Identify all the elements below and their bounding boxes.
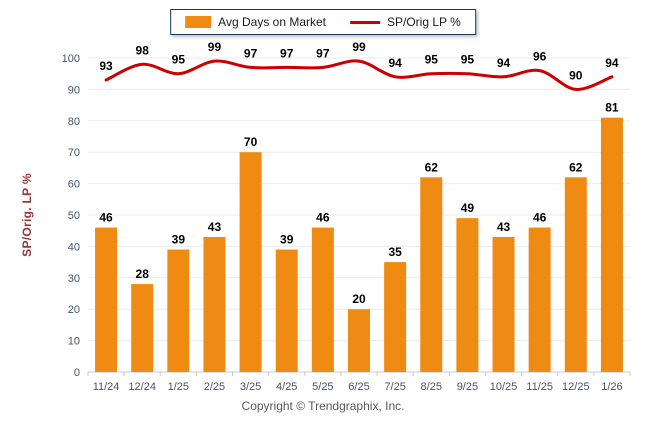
trend-line (104, 59, 614, 91)
line-value-label: 93 (99, 59, 113, 73)
bar-value-label: 62 (425, 160, 439, 174)
bar-value-label: 43 (208, 220, 222, 234)
bar-value-label: 35 (388, 245, 402, 259)
bar-value-label: 46 (533, 211, 547, 225)
x-axis-label: 7/25 (384, 381, 405, 393)
x-axis-label: 1/25 (168, 381, 189, 393)
line-value-label: 98 (136, 43, 150, 57)
bar (456, 218, 479, 372)
bar (600, 117, 623, 372)
y-tick-label: 70 (68, 147, 80, 159)
bar-value-label: 62 (569, 160, 583, 174)
bar (167, 249, 190, 372)
legend-item-bar: Avg Days on Market (185, 15, 326, 29)
bar (131, 284, 154, 372)
x-axis-label: 3/25 (240, 381, 261, 393)
x-axis-label: 8/25 (421, 381, 442, 393)
bar-value-label: 39 (280, 233, 294, 247)
bar-value-label: 28 (136, 267, 150, 281)
bar (528, 227, 551, 372)
line-value-label: 97 (244, 46, 258, 60)
x-axis-label: 6/25 (348, 381, 369, 393)
x-axis-label: 11/24 (93, 381, 120, 393)
line-value-label: 94 (388, 56, 402, 70)
bar (239, 152, 262, 372)
x-axis-label: 1/26 (601, 381, 622, 393)
y-tick-label: 80 (68, 116, 80, 128)
y-tick-label: 100 (62, 53, 80, 65)
line-value-label: 95 (172, 53, 186, 67)
bar (564, 177, 587, 372)
x-axis-label: 9/25 (457, 381, 478, 393)
bar (95, 227, 118, 372)
x-axis-label: 4/25 (276, 381, 297, 393)
bar-series-swatch (185, 16, 212, 28)
x-axis-label: 12/25 (562, 381, 590, 393)
line-value-label: 97 (316, 46, 330, 60)
line-value-label: 94 (605, 56, 619, 70)
legend-item-line: SP/Orig LP % (350, 15, 461, 29)
line-value-label: 99 (208, 40, 222, 54)
line-value-label: 90 (569, 68, 583, 82)
y-tick-label: 40 (68, 241, 80, 253)
y-tick-label: 10 (68, 336, 80, 348)
line-value-label: 95 (425, 53, 439, 67)
line-value-label: 96 (533, 50, 547, 64)
line-value-label: 94 (497, 56, 511, 70)
bar-value-label: 20 (352, 292, 366, 306)
bar-value-label: 39 (172, 233, 186, 247)
line-series-swatch (350, 20, 381, 24)
bar-value-label: 70 (244, 135, 258, 149)
bar-value-label: 46 (316, 211, 330, 225)
line-value-label: 95 (461, 53, 475, 67)
bar (492, 236, 515, 372)
legend: Avg Days on Market SP/Orig LP % (170, 9, 476, 35)
x-axis-label: 12/24 (128, 381, 156, 393)
line-value-label: 97 (280, 46, 294, 60)
bar (420, 177, 443, 372)
bar (275, 249, 298, 372)
bar (311, 227, 334, 372)
bar-value-label: 81 (605, 101, 619, 115)
bar-value-label: 49 (461, 201, 475, 215)
legend-bar-label: Avg Days on Market (218, 15, 327, 29)
y-tick-label: 0 (74, 367, 80, 379)
x-axis-label: 5/25 (312, 381, 333, 393)
y-tick-label: 60 (68, 179, 80, 191)
x-axis-label: 10/25 (490, 381, 518, 393)
bar-value-label: 46 (99, 211, 113, 225)
bar (348, 309, 370, 372)
copyright-text: Copyright © Trendgraphix, Inc. (241, 399, 405, 413)
legend-line-label: SP/Orig LP % (387, 15, 461, 29)
y-tick-label: 30 (68, 273, 80, 285)
y-tick-label: 20 (68, 304, 80, 316)
y-tick-label: 90 (68, 84, 80, 96)
y-tick-label: 50 (68, 210, 80, 222)
x-axis-label: 11/25 (526, 381, 553, 393)
bar (203, 236, 226, 372)
line-value-label: 99 (352, 40, 366, 54)
bar (384, 262, 407, 372)
x-axis-label: 2/25 (204, 381, 225, 393)
bar-value-label: 43 (497, 220, 511, 234)
